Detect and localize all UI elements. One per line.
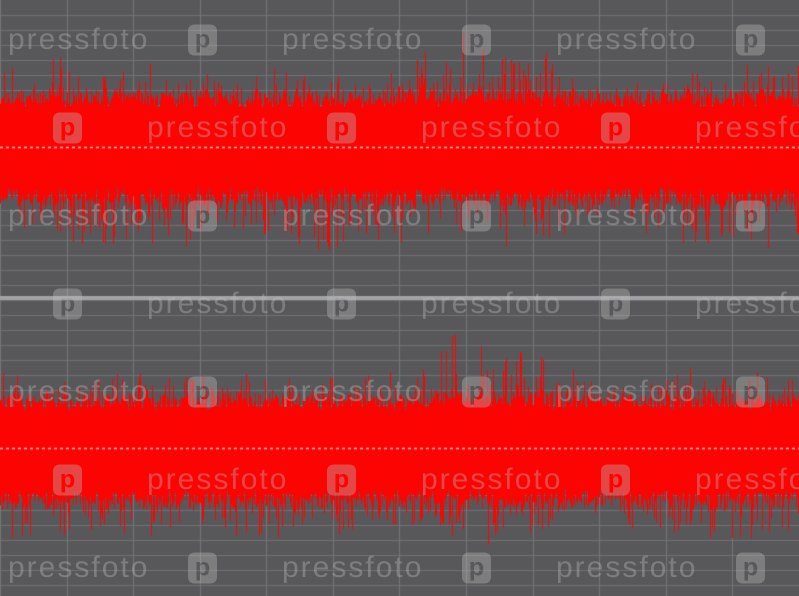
waveform-display-canvas [0,0,799,596]
waveform-stock-image: pressfotopressfotopressfotoppppressfotop… [0,0,799,596]
